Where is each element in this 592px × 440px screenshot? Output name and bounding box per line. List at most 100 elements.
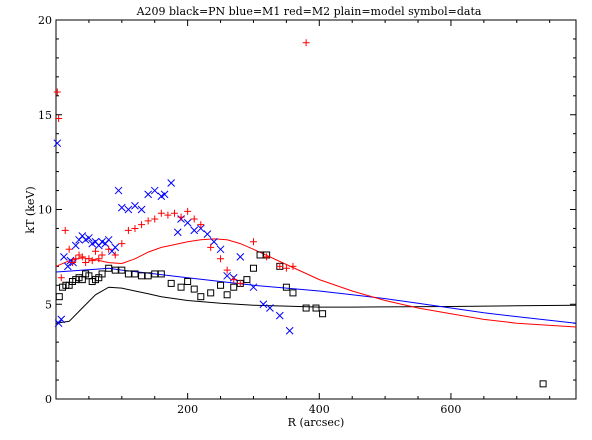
data-point-m2 — [75, 251, 83, 259]
data-point-m2 — [105, 245, 113, 253]
data-point-m1 — [131, 201, 139, 210]
data-point-pn — [98, 270, 106, 278]
data-point-m2 — [55, 115, 63, 123]
model-line-pn — [55, 286, 577, 324]
data-point-pn — [131, 270, 139, 278]
data-point-pn — [217, 281, 225, 289]
data-point-m2 — [276, 262, 284, 270]
data-point-pn — [138, 272, 146, 280]
data-point-m1 — [137, 205, 146, 214]
data-point-pn — [230, 283, 238, 291]
data-point-m2 — [65, 245, 73, 253]
data-point-pn — [105, 264, 113, 272]
data-point-m1 — [173, 228, 182, 237]
data-point-m2 — [111, 251, 119, 259]
data-point-m2 — [230, 276, 238, 284]
data-point-m1 — [124, 205, 133, 214]
data-point-pn — [157, 270, 165, 278]
data-point-m2 — [95, 255, 103, 263]
x-tick-label: 400 — [309, 403, 330, 416]
data-point-m2 — [91, 247, 99, 255]
data-point-pn — [167, 279, 175, 287]
data-point-m2 — [249, 238, 257, 246]
data-point-m1 — [111, 243, 120, 252]
data-point-pn — [124, 270, 132, 278]
x-axis-label: R (arcsec) — [288, 416, 345, 429]
data-point-pn — [249, 264, 257, 272]
data-point-m2 — [88, 257, 96, 265]
data-point-m2 — [72, 255, 80, 263]
data-point-m1 — [71, 241, 80, 250]
plot-frame — [55, 19, 577, 400]
data-point-m2 — [98, 251, 106, 259]
y-axis-label: kT (keV) — [24, 186, 37, 233]
data-point-m1 — [216, 245, 225, 254]
data-point-pn — [177, 283, 185, 291]
data-point-pn — [282, 283, 290, 291]
data-point-m1 — [117, 203, 126, 212]
data-point-m2 — [144, 217, 152, 225]
data-point-m1 — [223, 271, 231, 280]
y-tick-label: 0 — [45, 393, 52, 406]
data-point-pn — [302, 304, 310, 312]
data-point-pn — [312, 304, 320, 312]
model-curves — [55, 238, 577, 328]
x-axis: 200 400 600 — [88, 20, 551, 416]
data-point-m2 — [263, 253, 271, 261]
data-point-m2 — [207, 243, 215, 251]
data-point-m2 — [82, 259, 90, 267]
data-point-m2 — [190, 215, 198, 223]
data-point-m2 — [138, 221, 146, 229]
data-point-pn — [118, 266, 126, 274]
data-point-m1 — [57, 315, 66, 324]
data-point-m2 — [78, 253, 86, 261]
data-point-pn — [256, 251, 264, 259]
data-point-m1 — [167, 179, 176, 187]
data-point-pn — [144, 272, 152, 280]
data-point-m1 — [114, 186, 123, 195]
data-point-m2 — [85, 255, 93, 263]
data-point-m2 — [177, 213, 185, 221]
data-point-pn — [539, 380, 547, 388]
data-point-m1 — [285, 326, 294, 335]
data-point-m2 — [151, 215, 159, 223]
data-point-pn — [151, 270, 159, 278]
model-line-m2 — [55, 238, 577, 328]
data-point-m1 — [190, 226, 199, 235]
data-point-m1 — [150, 186, 159, 195]
data-point-m1 — [144, 190, 153, 199]
data-point-pn — [207, 289, 215, 297]
data-point-pn — [243, 276, 251, 284]
data-point-m2 — [170, 209, 178, 217]
data-point-m2 — [289, 262, 297, 270]
y-tick-label: 5 — [45, 298, 52, 311]
data-point-m1 — [183, 218, 192, 227]
data-point-pn — [319, 310, 327, 318]
data-point-m1 — [236, 253, 245, 261]
data-point-m2 — [131, 224, 139, 232]
data-point-m2 — [53, 88, 61, 96]
data-point-m1 — [53, 139, 62, 148]
data-point-m2 — [164, 211, 172, 219]
data-point-m1 — [259, 300, 268, 309]
data-point-m1 — [275, 311, 284, 320]
y-tick-label: 10 — [38, 204, 52, 217]
chart-title: A209 black=PN blue=M1 red=M2 plain=model… — [136, 5, 482, 18]
data-point-pn — [197, 293, 205, 301]
data-point-m1 — [249, 283, 258, 292]
x-tick-label: 600 — [440, 403, 461, 416]
data-point-m2 — [68, 259, 76, 267]
data-point-m2 — [124, 226, 132, 234]
data-point-m1 — [63, 262, 72, 271]
data-point-m2 — [61, 226, 69, 234]
data-point-m2 — [217, 255, 225, 263]
data-point-pn — [190, 285, 198, 293]
data-point-m1 — [266, 304, 274, 312]
data-point-m1 — [203, 230, 212, 238]
data-point-m2 — [223, 266, 231, 274]
x-tick-label: 200 — [177, 403, 198, 416]
data-point-m2 — [118, 240, 126, 248]
data-point-m1 — [60, 253, 68, 261]
